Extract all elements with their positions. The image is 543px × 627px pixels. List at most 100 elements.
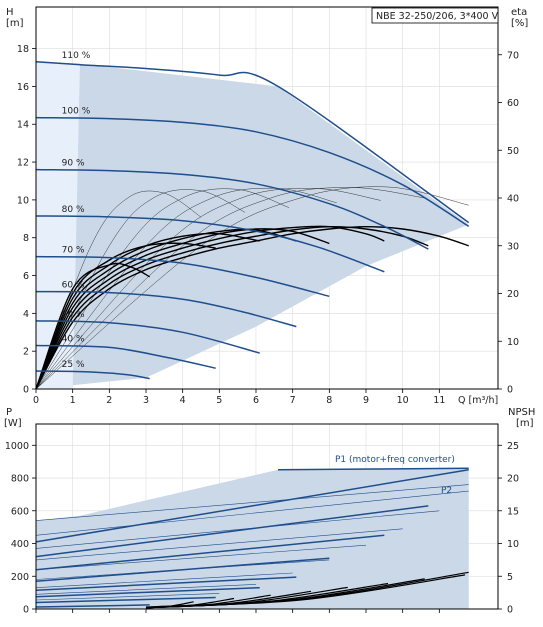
head-curve [35,344,216,369]
power-envelope-area [36,468,469,609]
eta-curve [35,262,151,390]
p1-curve [35,596,216,604]
head-curve [35,215,385,273]
head-curve [35,168,429,250]
x-tick-label: 5 [216,395,222,406]
eta-thin-curve [35,188,290,390]
p2-curve [35,528,403,561]
head-curve [35,370,150,380]
eta-curves [35,225,469,390]
power-axes: 0 200 400 600 800 1000 0 5 10 15 20 25 [5,441,519,616]
head-curve [35,255,330,298]
head-curve-label: 100 % [62,107,91,117]
chart-title: NBE 32-250/206, 3*400 V [376,11,499,22]
head-axes: 0 1 2 3 4 5 6 7 8 9 10 1102468101214161801020304050… [17,44,519,406]
head-curve-label: 90 % [62,159,85,169]
x-axis-label: Q [m³/h] [458,395,498,406]
x-tick-label: 7 [290,395,296,406]
head-y-tick-label: 2 [23,347,29,358]
eta-y-tick-label: 30 [507,241,519,252]
x-tick-label: 0 [33,395,39,406]
npsh-y-tick-label: 5 [507,572,513,583]
power-y-label: P [6,407,12,418]
eta-thin-curve [35,189,246,390]
npsh-y-unit: [m] [516,418,534,429]
head-curve-label: 80 % [62,205,85,215]
p2-curves [35,484,469,601]
eta-thin-curve [35,186,469,390]
npsh-y-tick-label: 25 [507,441,519,452]
p1-annotation: P1 (motor+freq converter) [335,455,455,465]
power-y-tick-label: 400 [11,539,29,550]
head-envelope-area [36,61,469,390]
head-curve-label: 50 % [62,310,85,320]
p1-curve [35,534,385,571]
npsh-y-tick-label: 0 [507,605,513,616]
power-y-tick-label: 800 [11,474,29,485]
eta-thin-curve [35,187,425,390]
eta-curve [35,225,469,390]
npsh-y-label: NPSH [508,407,535,418]
eta-y-unit: [%] [511,18,528,29]
x-tick-label: 1 [70,395,76,406]
eta-y-tick-label: 40 [507,194,519,205]
x-tick-label: 10 [397,395,409,406]
p2-curve [35,490,469,536]
power-y-tick-label: 600 [11,506,29,517]
power-plot-frame [35,423,499,610]
npsh-curve [145,601,194,609]
power-y-tick-label: 200 [11,572,29,583]
power-envelope [36,468,469,609]
eta-y-tick-label: 20 [507,289,519,300]
head-y-tick-label: 10 [17,195,29,206]
eta-y-tick-label: 10 [507,337,519,348]
p2-curve [35,510,440,549]
p1-curve [35,505,429,558]
head-y-label: H [6,7,14,18]
p1-curve [35,576,297,591]
p2-curve [35,484,469,521]
eta-y-tick-label: 70 [507,50,519,61]
npsh-y-tick-label: 10 [507,539,519,550]
head-curve-label: 60 % [62,281,85,291]
eta-curve [35,225,429,390]
power-y-unit: [W] [4,418,22,429]
eta-y-tick-label: 0 [507,385,513,396]
x-tick-label: 2 [106,395,112,406]
eta-thin-curves [35,186,469,390]
x-tick-label: 8 [326,395,332,406]
p1-curve [35,586,260,598]
power-y-tick-label: 1000 [5,441,29,452]
head-light-area [36,61,80,390]
p2-annotation: P2 [441,486,452,496]
eta-y-label: eta [511,7,527,18]
head-y-tick-label: 14 [17,120,29,131]
head-y-tick-label: 12 [17,158,29,169]
x-tick-label: 6 [253,395,259,406]
eta-y-tick-label: 60 [507,98,519,109]
head-y-tick-label: 8 [23,233,29,244]
p2-curve [35,584,257,595]
head-curve-labels: 110 % 100 % 90 % 80 % 70 % 60 % 50 % 40 % 25 % [62,51,91,370]
x-tick-label: 11 [433,395,445,406]
p1-curve [35,469,469,543]
npsh-curves [145,571,469,609]
p1-curve [35,604,150,608]
p1-curve [35,557,330,582]
x-tick-label: 3 [143,395,149,406]
head-envelope [36,61,469,390]
head-y-unit: [m] [6,18,24,29]
p1-curves [35,467,469,608]
title-box [371,7,499,24]
x-tick-label: 4 [180,395,186,406]
x-tick-label: 9 [363,395,369,406]
head-curve [35,61,470,224]
head-curve-label: 110 % [62,51,91,61]
head-y-tick-label: 0 [23,385,29,396]
head-curve-label: 25 % [62,360,85,370]
head-curve-label: 70 % [62,246,85,256]
head-curve [35,320,260,354]
npsh-y-tick-label: 20 [507,474,519,485]
